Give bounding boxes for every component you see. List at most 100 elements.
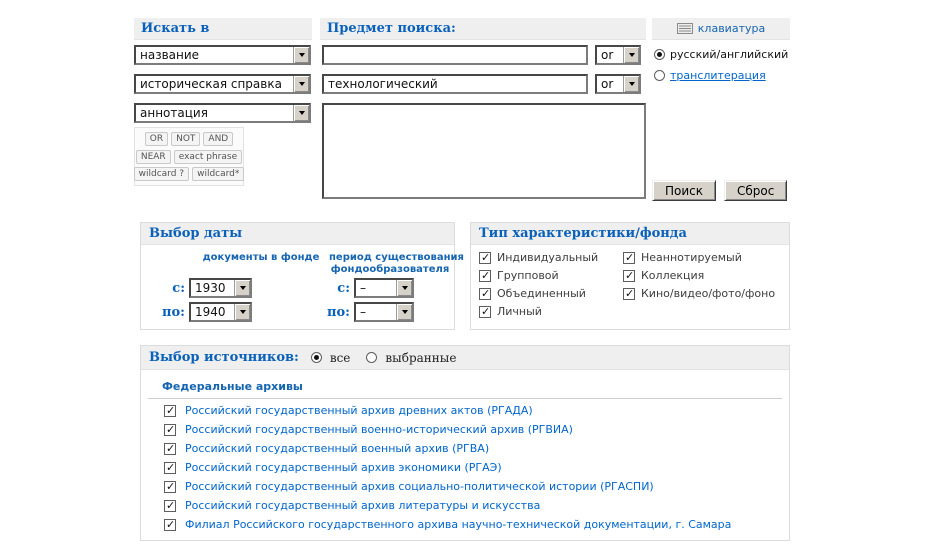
archive-checkbox[interactable]: [164, 518, 176, 531]
search-term-input-1[interactable]: [322, 45, 588, 65]
operator-select-2[interactable]: or: [595, 74, 641, 94]
date-panel-header: Выбор даты: [141, 223, 454, 245]
archive-row: Российский государственный архив экономи…: [164, 461, 781, 474]
doc-from-select[interactable]: 1930: [189, 278, 252, 298]
doc-to-row: по: 1940: [159, 302, 252, 322]
search-in-select-3[interactable]: аннотация: [134, 103, 311, 123]
search-in-select-1[interactable]: название: [134, 45, 311, 65]
united-checkbox[interactable]: [479, 287, 491, 300]
fund-type-row: Коллекция: [623, 269, 775, 282]
language-option-row: русский/английский: [654, 48, 788, 61]
search-in-title: Искать в: [141, 21, 210, 36]
documents-in-fund-label: документы в фонде: [202, 252, 320, 263]
group-checkbox[interactable]: [479, 269, 491, 282]
fund-type-panel-title: Тип характеристики/фонда: [479, 226, 687, 241]
selected-sources-radio[interactable]: [366, 352, 378, 363]
select-value: or: [601, 77, 614, 91]
chevron-down-icon[interactable]: [623, 47, 639, 63]
fund-type-row: Кино/видео/фото/фоно: [623, 287, 775, 300]
fund-type-left-column: Индивидуальный Групповой Объединенный Ли…: [479, 251, 598, 323]
archive-link[interactable]: Российский государственный архив литерат…: [185, 499, 541, 512]
archive-checkbox[interactable]: [164, 404, 176, 417]
period-from-select[interactable]: –: [354, 278, 414, 298]
reset-button[interactable]: Сброс: [724, 180, 788, 201]
transliteration-radio[interactable]: [654, 70, 665, 81]
search-subject-header: Предмет поиска:: [320, 18, 646, 40]
chevron-down-icon[interactable]: [234, 280, 250, 296]
keyboard-icon: [676, 23, 693, 34]
archive-checkbox[interactable]: [164, 499, 176, 512]
search-query-textarea[interactable]: [322, 103, 646, 199]
operator-wildcard-star-button[interactable]: wildcard*: [192, 167, 245, 182]
chevron-down-icon[interactable]: [623, 76, 639, 92]
archive-checkbox[interactable]: [164, 442, 176, 455]
archive-row: Филиал Российского государственного архи…: [164, 518, 781, 531]
keyboard-link[interactable]: клавиатура: [697, 22, 766, 35]
chevron-down-icon[interactable]: [396, 304, 412, 320]
select-value: аннотация: [140, 106, 208, 120]
all-sources-radio[interactable]: [310, 352, 322, 363]
archive-link[interactable]: Филиал Российского государственного архи…: [185, 518, 732, 531]
fund-type-row: Личный: [479, 305, 598, 318]
operator-wildcard-q-button[interactable]: wildcard ?: [133, 167, 190, 182]
fund-type-row: Неаннотируемый: [623, 251, 775, 264]
archive-link[interactable]: Российский государственный архив социаль…: [185, 480, 654, 493]
search-in-select-2[interactable]: историческая справка: [134, 74, 311, 94]
select-value: 1940: [195, 305, 226, 319]
collection-checkbox[interactable]: [623, 269, 635, 282]
archive-link[interactable]: Российский государственный военно-истори…: [185, 423, 573, 436]
operator-and-button[interactable]: AND: [203, 131, 234, 146]
chevron-down-icon[interactable]: [293, 105, 309, 121]
russian-english-radio[interactable]: [654, 49, 665, 60]
unannotated-checkbox[interactable]: [623, 251, 635, 264]
chevron-down-icon[interactable]: [293, 47, 309, 63]
operator-exact-phrase-button[interactable]: exact phrase: [173, 149, 243, 164]
doc-to-select[interactable]: 1940: [189, 302, 252, 322]
to-label: по:: [162, 304, 185, 320]
archive-link[interactable]: Российский государственный военный архив…: [185, 442, 490, 455]
fund-creator-period-line1: период существования: [329, 252, 464, 263]
checkbox-label: Кино/видео/фото/фоно: [641, 287, 776, 300]
archive-checkbox[interactable]: [164, 480, 176, 493]
archive-checkbox[interactable]: [164, 461, 176, 474]
chevron-down-icon[interactable]: [234, 304, 250, 320]
search-button[interactable]: Поиск: [652, 180, 717, 201]
period-from-row: с: –: [324, 278, 414, 298]
operator-not-button[interactable]: NOT: [171, 131, 201, 146]
period-to-select[interactable]: –: [354, 302, 414, 322]
fund-type-panel-header: Тип характеристики/фонда: [471, 223, 789, 245]
chevron-down-icon[interactable]: [396, 280, 412, 296]
fund-type-row: Индивидуальный: [479, 251, 598, 264]
search-subject-title: Предмет поиска:: [327, 21, 456, 36]
archive-row: Российский государственный архив литерат…: [164, 499, 781, 512]
archive-link[interactable]: Российский государственный архив древних…: [185, 404, 533, 417]
archive-link[interactable]: Российский государственный архив экономи…: [185, 461, 502, 474]
checkbox-label: Групповой: [497, 269, 559, 282]
select-value: or: [601, 48, 614, 62]
from-label: с:: [172, 280, 185, 296]
archive-row: Российский государственный военно-истори…: [164, 423, 781, 436]
media-checkbox[interactable]: [623, 287, 635, 300]
archive-checkbox[interactable]: [164, 423, 176, 436]
operators-box: OR NOT AND NEAR exact phrase wildcard ? …: [133, 127, 245, 186]
operator-or-button[interactable]: OR: [144, 131, 169, 146]
personal-checkbox[interactable]: [479, 305, 491, 318]
operator-select-1[interactable]: or: [595, 45, 641, 65]
individual-checkbox[interactable]: [479, 251, 491, 264]
federal-archives-heading: Федеральные архивы: [148, 376, 782, 399]
sources-panel-header: Выбор источников: все выбранные: [141, 346, 789, 370]
transliteration-link[interactable]: транслитерация: [670, 69, 766, 82]
search-term-input-2[interactable]: [322, 74, 588, 94]
from-label: с:: [337, 280, 350, 296]
operator-near-button[interactable]: NEAR: [135, 149, 171, 164]
select-value: –: [360, 281, 366, 295]
archive-row: Российский государственный военный архив…: [164, 442, 781, 455]
fund-type-right-column: Неаннотируемый Коллекция Кино/видео/фото…: [623, 251, 775, 305]
select-value: название: [140, 48, 200, 62]
chevron-down-icon[interactable]: [293, 76, 309, 92]
fund-creator-period-line2: фондообразователя: [330, 264, 450, 275]
archive-row: Российский государственный архив социаль…: [164, 480, 781, 493]
checkbox-label: Коллекция: [641, 269, 705, 282]
date-panel-title: Выбор даты: [149, 226, 243, 241]
